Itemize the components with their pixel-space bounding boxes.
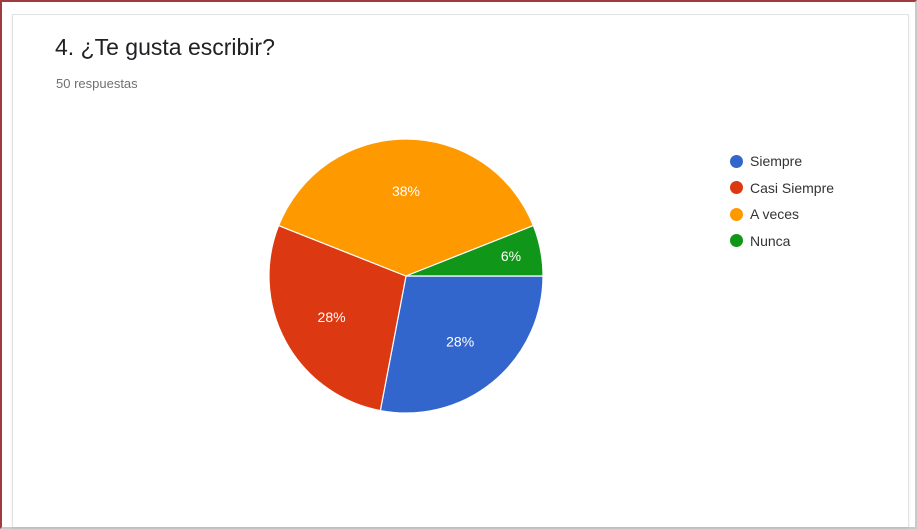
- legend-item-nunca[interactable]: Nunca: [730, 228, 834, 255]
- legend-label: Nunca: [750, 232, 791, 249]
- legend-item-a-veces[interactable]: A veces: [730, 201, 834, 228]
- slice-percent-label: 28%: [318, 309, 346, 325]
- pie-chart: 28% 28% 38% 6%: [268, 138, 544, 414]
- question-title: 4. ¿Te gusta escribir?: [55, 34, 275, 60]
- slice-casi-siempre[interactable]: [268, 224, 407, 412]
- legend-label: Casi Siempre: [750, 179, 835, 196]
- legend-swatch: [730, 207, 743, 221]
- legend-item-siempre[interactable]: Siempre: [730, 148, 834, 175]
- legend-swatch: [730, 181, 743, 195]
- legend-swatch: [730, 154, 743, 168]
- question-card: 4. ¿Te gusta escribir? 50 respuestas 28%…: [12, 14, 909, 527]
- legend-label: Siempre: [750, 153, 803, 170]
- legend-label: A veces: [750, 206, 800, 223]
- legend-swatch: [730, 234, 743, 248]
- slice-nunca[interactable]: [405, 224, 544, 277]
- response-count: 50 respuestas: [56, 76, 138, 91]
- slice-percent-label: 28%: [446, 333, 474, 349]
- slice-percent-label: 6%: [501, 248, 521, 264]
- slice-a-veces[interactable]: [277, 138, 535, 277]
- slice-percent-label: 38%: [392, 183, 420, 199]
- legend-item-casi-siempre[interactable]: Casi Siempre: [730, 175, 834, 202]
- slice-siempre[interactable]: [379, 275, 544, 414]
- chart-legend: Siempre Casi Siempre A veces Nunca: [730, 148, 834, 254]
